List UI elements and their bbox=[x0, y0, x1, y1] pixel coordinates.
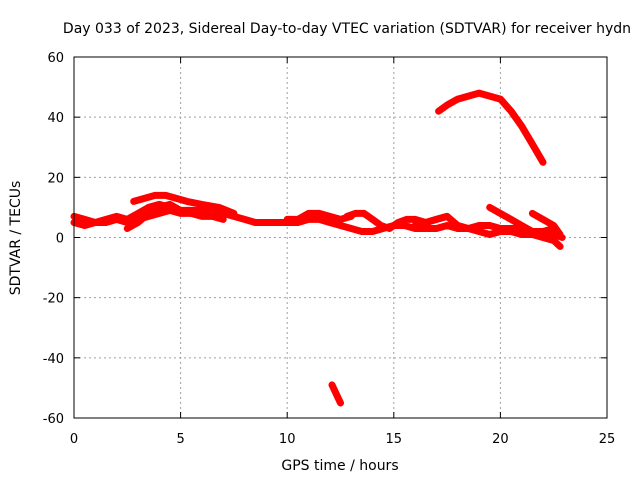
y-tick-label: 60 bbox=[47, 51, 64, 66]
y-tick-label: -20 bbox=[43, 292, 64, 307]
x-tick-label: 0 bbox=[70, 432, 78, 447]
series-line bbox=[528, 209, 564, 238]
y-axis-ticks: -60 -40 -20 0 20 40 60 bbox=[43, 51, 607, 427]
x-axis-label: GPS time / hours bbox=[281, 458, 398, 474]
x-axis-ticks: 0 5 10 15 20 25 bbox=[70, 57, 615, 447]
x-tick-label: 15 bbox=[386, 432, 403, 447]
grid-lines bbox=[74, 57, 607, 418]
x-tick-label: 25 bbox=[599, 432, 616, 447]
series-line bbox=[435, 89, 547, 166]
x-tick-label: 5 bbox=[176, 432, 184, 447]
y-tick-label: 0 bbox=[56, 232, 64, 247]
y-tick-label: 20 bbox=[47, 171, 64, 186]
x-tick-label: 20 bbox=[492, 432, 509, 447]
y-axis-label: SDTVAR / TECUs bbox=[8, 181, 24, 296]
series-line bbox=[283, 215, 462, 235]
series-line bbox=[123, 200, 206, 232]
x-tick-label: 10 bbox=[279, 432, 296, 447]
series-line bbox=[283, 209, 355, 223]
series-line bbox=[328, 381, 344, 407]
y-tick-label: -60 bbox=[43, 412, 64, 427]
data-series bbox=[70, 89, 566, 407]
chart-title: Day 033 of 2023, Sidereal Day-to-day VTE… bbox=[63, 21, 631, 37]
series-line bbox=[486, 203, 558, 235]
y-tick-label: -40 bbox=[43, 352, 64, 367]
series-line bbox=[411, 212, 564, 250]
series-line bbox=[130, 191, 238, 217]
y-tick-label: 40 bbox=[47, 111, 64, 126]
